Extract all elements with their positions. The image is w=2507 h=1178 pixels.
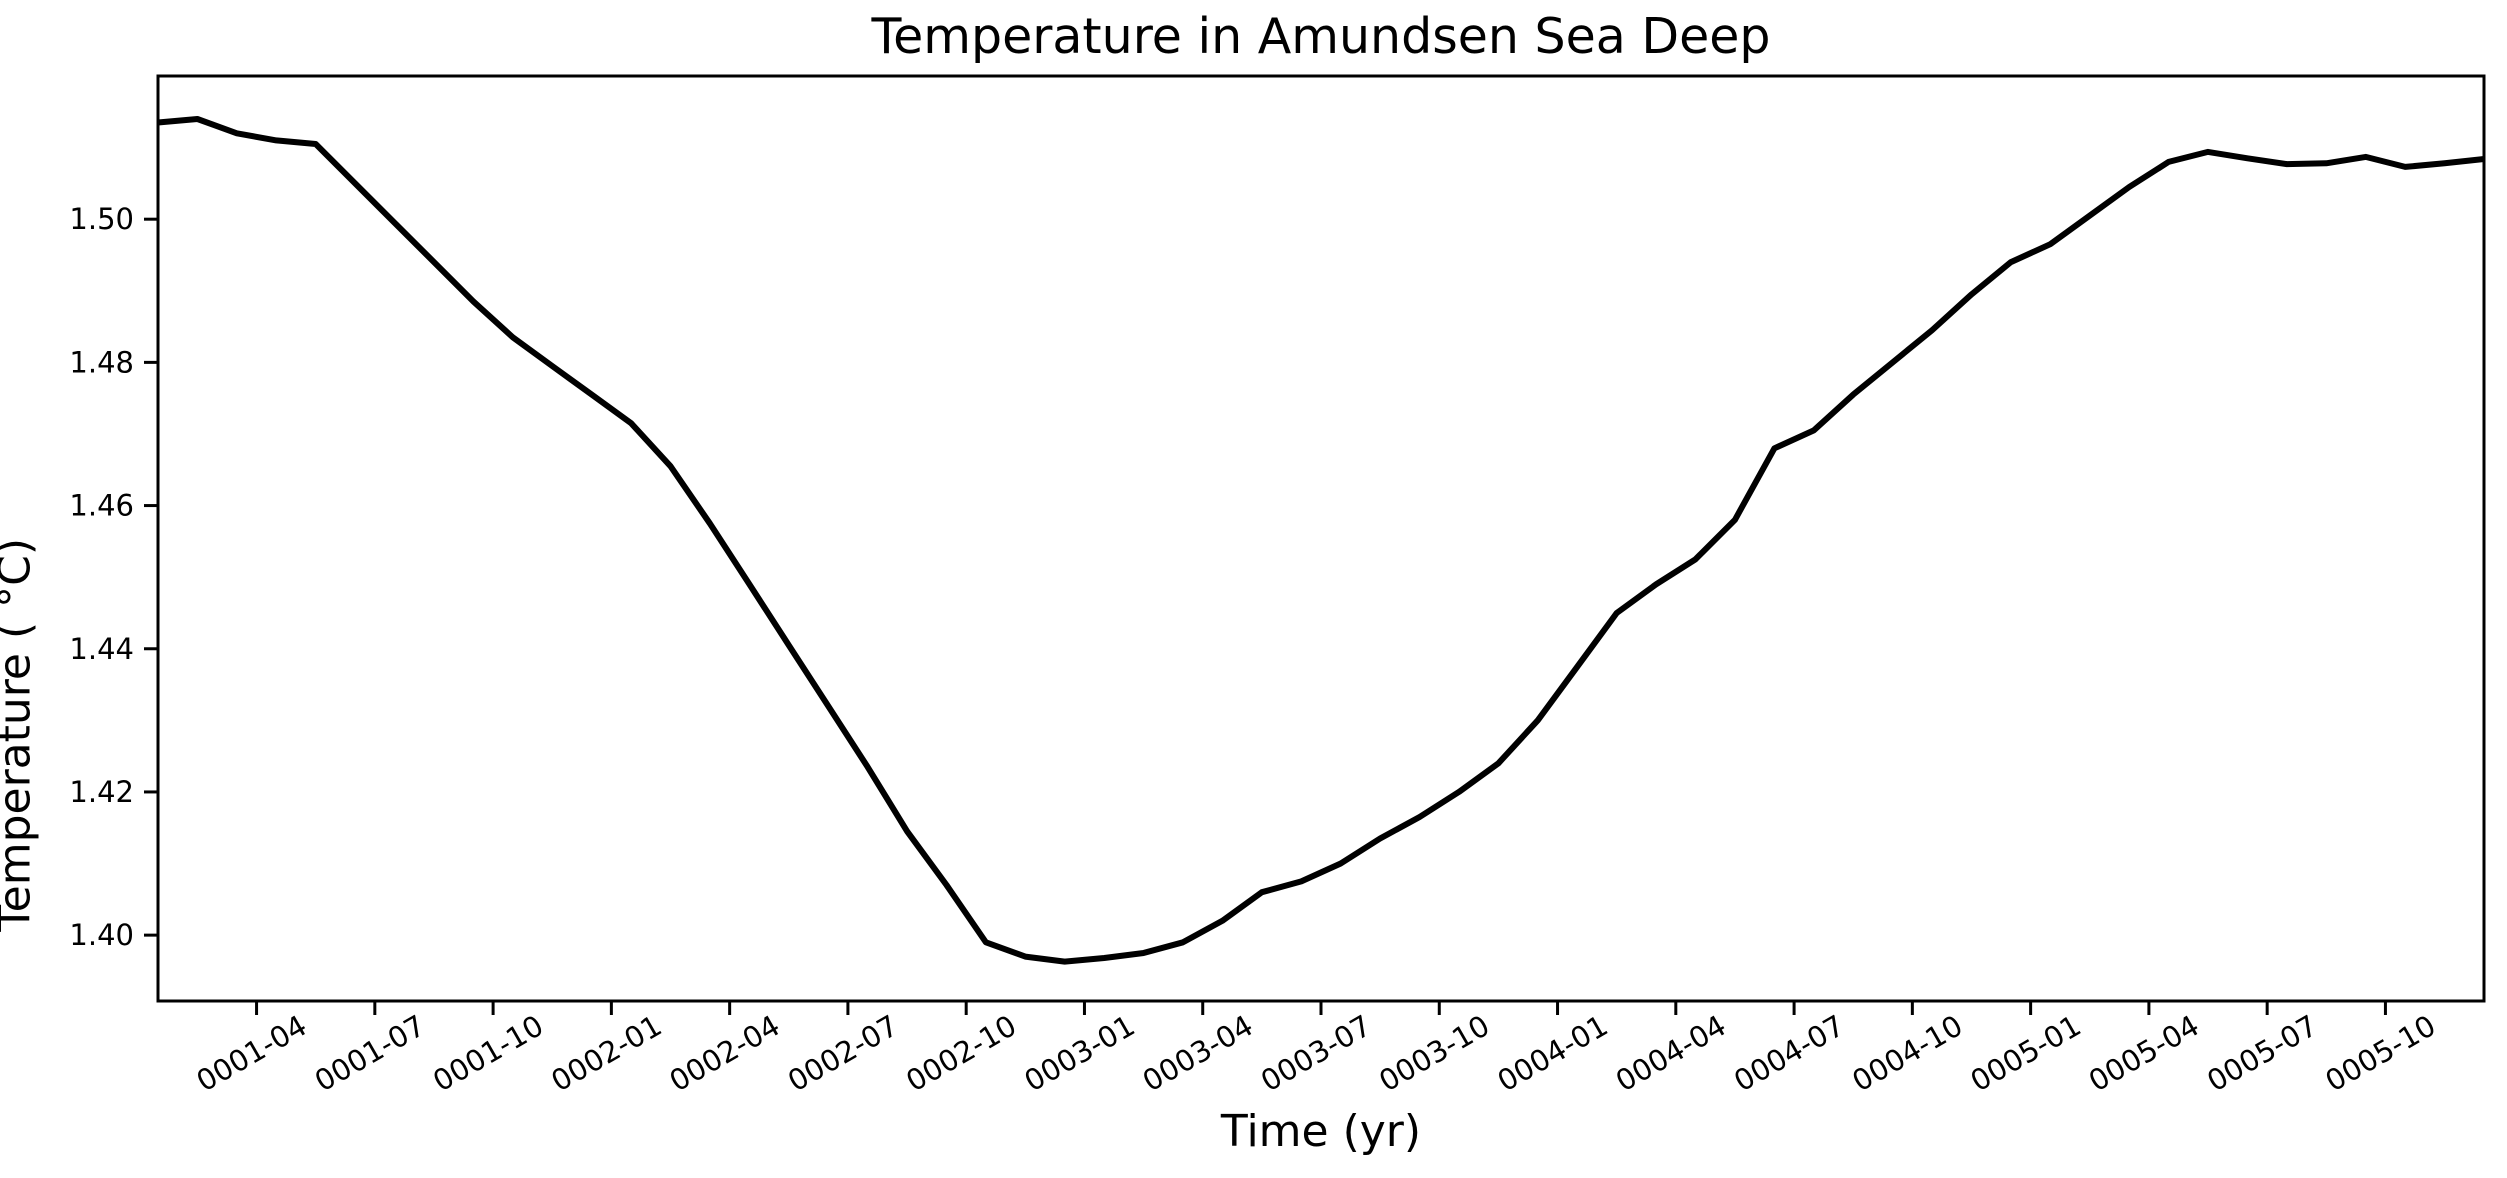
x-tick-label: 0004-07 — [1728, 1008, 1850, 1098]
axes-spines — [156, 74, 2486, 1003]
y-tick-label: 1.40 — [69, 918, 134, 952]
y-tick-label: 1.46 — [69, 489, 134, 523]
x-axis-label: Time (yr) — [1220, 1106, 1422, 1157]
x-tick-label: 0003-07 — [1255, 1008, 1377, 1098]
x-tick-label: 0002-01 — [545, 1008, 667, 1098]
chart-title: Temperature in Amundsen Sea Deep — [871, 8, 1771, 65]
y-tick-label: 1.44 — [69, 632, 134, 666]
x-tick-label: 0005-07 — [2201, 1008, 2323, 1098]
x-tick-label: 0004-10 — [1846, 1008, 1968, 1098]
x-tick-label: 0004-04 — [1610, 1008, 1732, 1098]
temperature-line — [157, 116, 2485, 965]
x-tick-label: 0001-10 — [427, 1008, 549, 1098]
x-tick-label: 0002-10 — [900, 1008, 1022, 1098]
y-tick-label: 1.50 — [69, 202, 134, 236]
x-tick-label: 0004-01 — [1492, 1008, 1614, 1098]
x-tick-label: 0001-04 — [191, 1008, 313, 1098]
y-tick-label: 1.48 — [69, 345, 134, 379]
x-tick-label: 0003-04 — [1137, 1008, 1259, 1098]
x-tick-label: 0005-10 — [2319, 1008, 2441, 1098]
y-tick-label: 1.42 — [69, 775, 134, 809]
x-tick-label: 0002-07 — [782, 1008, 904, 1098]
x-tick-label: 0005-01 — [1965, 1008, 2087, 1098]
y-axis-label-text: Temperature ( °C) — [0, 538, 40, 932]
x-tick-label: 0005-04 — [2083, 1008, 2205, 1098]
x-tick-label: 0001-07 — [309, 1008, 431, 1098]
x-tick-label: 0002-04 — [664, 1008, 786, 1098]
x-tick-label: 0003-01 — [1018, 1008, 1140, 1098]
x-tick-label: 0003-10 — [1373, 1008, 1495, 1098]
